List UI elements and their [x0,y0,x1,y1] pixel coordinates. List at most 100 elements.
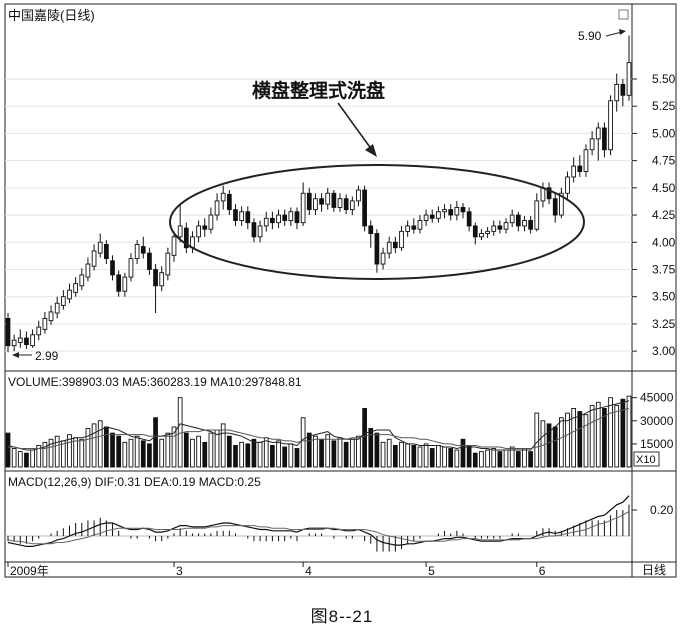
volume-tick-label: 30000 [640,414,674,428]
candle-body [349,200,355,211]
candle-body [528,220,533,230]
candle [147,247,152,275]
low-price-label: 2.99 [35,349,59,363]
candle-body [620,83,626,96]
volume-bar [85,428,91,468]
volume-bar [552,426,558,468]
candle-body [460,206,466,213]
candle-body [626,62,632,96]
volume-bar [393,444,398,468]
candle-body [36,326,42,336]
candle [97,233,103,258]
candlestick-series [5,35,632,353]
candle [263,211,269,232]
candle [546,182,552,205]
volume-bar [73,437,78,468]
candle [319,193,324,212]
annotation-label: 横盘整理式洗盘 [252,79,385,102]
date-tick-label: 2009年 [10,564,49,578]
candle-body [270,217,275,224]
volume-bar [202,441,208,468]
date-tick-label: 3 [176,564,183,578]
candle-body [399,230,404,249]
volume-bar [239,441,244,468]
price-tick-label: 5.25 [652,99,676,113]
candle [282,209,288,226]
volume-ma5-line [7,400,630,451]
candle-body [306,192,312,211]
candle-body [472,225,478,238]
consolidation-ellipse [169,164,585,280]
candle [380,247,386,270]
volume-bar [362,408,367,468]
candle [466,207,472,232]
candle [159,266,165,292]
volume-bar [11,448,17,468]
candle [442,204,447,219]
volume-bar [460,438,466,468]
period-label: 日线 [642,563,666,577]
corner-box-icon[interactable] [618,9,629,20]
volume-tick-label: 45000 [640,391,674,405]
volume-bar [147,443,152,468]
volume-bar [171,426,177,468]
candle-body [614,83,620,102]
candle [233,204,238,226]
price-tick-label: 4.50 [652,181,676,195]
candle-body [509,214,515,224]
price-tick-label: 5.00 [652,126,676,140]
candle-body [393,241,398,249]
volume-bar [497,451,503,468]
candle-body [85,263,91,278]
date-axis: 2009年 3 4 5 6 [7,562,546,578]
candle [257,220,263,243]
candle-body [122,276,128,292]
macd-tick-label: 0.20 [650,503,674,517]
candle [472,222,478,245]
volume-bar [356,435,361,468]
volume-bar [546,423,552,468]
candle [171,231,177,262]
candle-body [534,200,540,230]
volume-bar [626,395,632,468]
volume-bar [571,408,577,468]
candle-body [177,225,183,238]
volume-bar [528,451,533,468]
candle [5,313,11,353]
volume-bar [220,423,226,468]
volume-bar [153,417,158,468]
candle [411,218,417,234]
candle [393,236,398,254]
candle-body [251,222,257,238]
candle-body [282,214,288,221]
candle [491,220,497,236]
volume-bar [485,449,490,468]
candle-body [466,211,472,227]
candle-body [552,198,558,216]
macd-axis: 0.20 [632,503,674,517]
candle-body [300,192,306,224]
volume-bar [491,448,497,468]
low-price-arrow [12,352,32,358]
candle [294,207,300,230]
candle-body [60,296,66,306]
candle-body [577,165,583,172]
volume-bar [67,434,72,468]
candle-body [546,187,552,200]
candle [454,200,460,221]
candle-body [48,311,54,322]
candle-body [171,236,177,256]
candle [620,78,626,107]
candle [196,220,201,243]
candle [362,185,367,232]
date-tick-label: 6 [539,564,546,578]
volume-bar [196,435,201,468]
candle [577,155,583,177]
price-tick-label: 3.50 [652,290,676,304]
volume-bar [583,414,589,468]
candle-body [116,274,122,292]
candle-body [595,127,601,140]
candle-body [448,209,454,216]
candle-body [42,318,48,330]
